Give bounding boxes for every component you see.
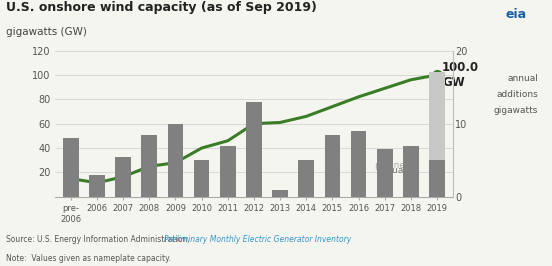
Bar	[429, 73, 445, 160]
Bar	[429, 160, 445, 197]
Text: U.S. onshore wind capacity (as of Sep 2019): U.S. onshore wind capacity (as of Sep 20…	[6, 1, 316, 14]
Bar	[299, 160, 314, 197]
Text: eia: eia	[506, 8, 527, 21]
Bar	[89, 175, 105, 197]
Bar	[115, 157, 131, 197]
Text: actual: actual	[379, 166, 406, 175]
Bar	[403, 146, 418, 197]
Text: gigawatts: gigawatts	[494, 106, 538, 115]
Bar	[377, 149, 392, 197]
Bar	[246, 102, 262, 197]
Bar	[194, 160, 209, 197]
Text: 100.0
GW: 100.0 GW	[442, 61, 479, 89]
Bar	[220, 146, 236, 197]
Bar	[325, 135, 340, 197]
Text: additions: additions	[496, 90, 538, 99]
Text: Note:  Values given as nameplate capacity.: Note: Values given as nameplate capacity…	[6, 254, 171, 263]
Text: Preliminary Monthly Electric Generator Inventory: Preliminary Monthly Electric Generator I…	[164, 235, 351, 244]
Bar	[63, 138, 79, 197]
Text: planned: planned	[374, 161, 411, 170]
Text: Source: U.S. Energy Information Administration,: Source: U.S. Energy Information Administ…	[6, 235, 192, 244]
Bar	[272, 190, 288, 197]
Bar	[168, 124, 183, 197]
Text: gigawatts (GW): gigawatts (GW)	[6, 27, 87, 37]
Bar	[351, 131, 367, 197]
Bar	[141, 135, 157, 197]
Text: annual: annual	[507, 74, 538, 84]
